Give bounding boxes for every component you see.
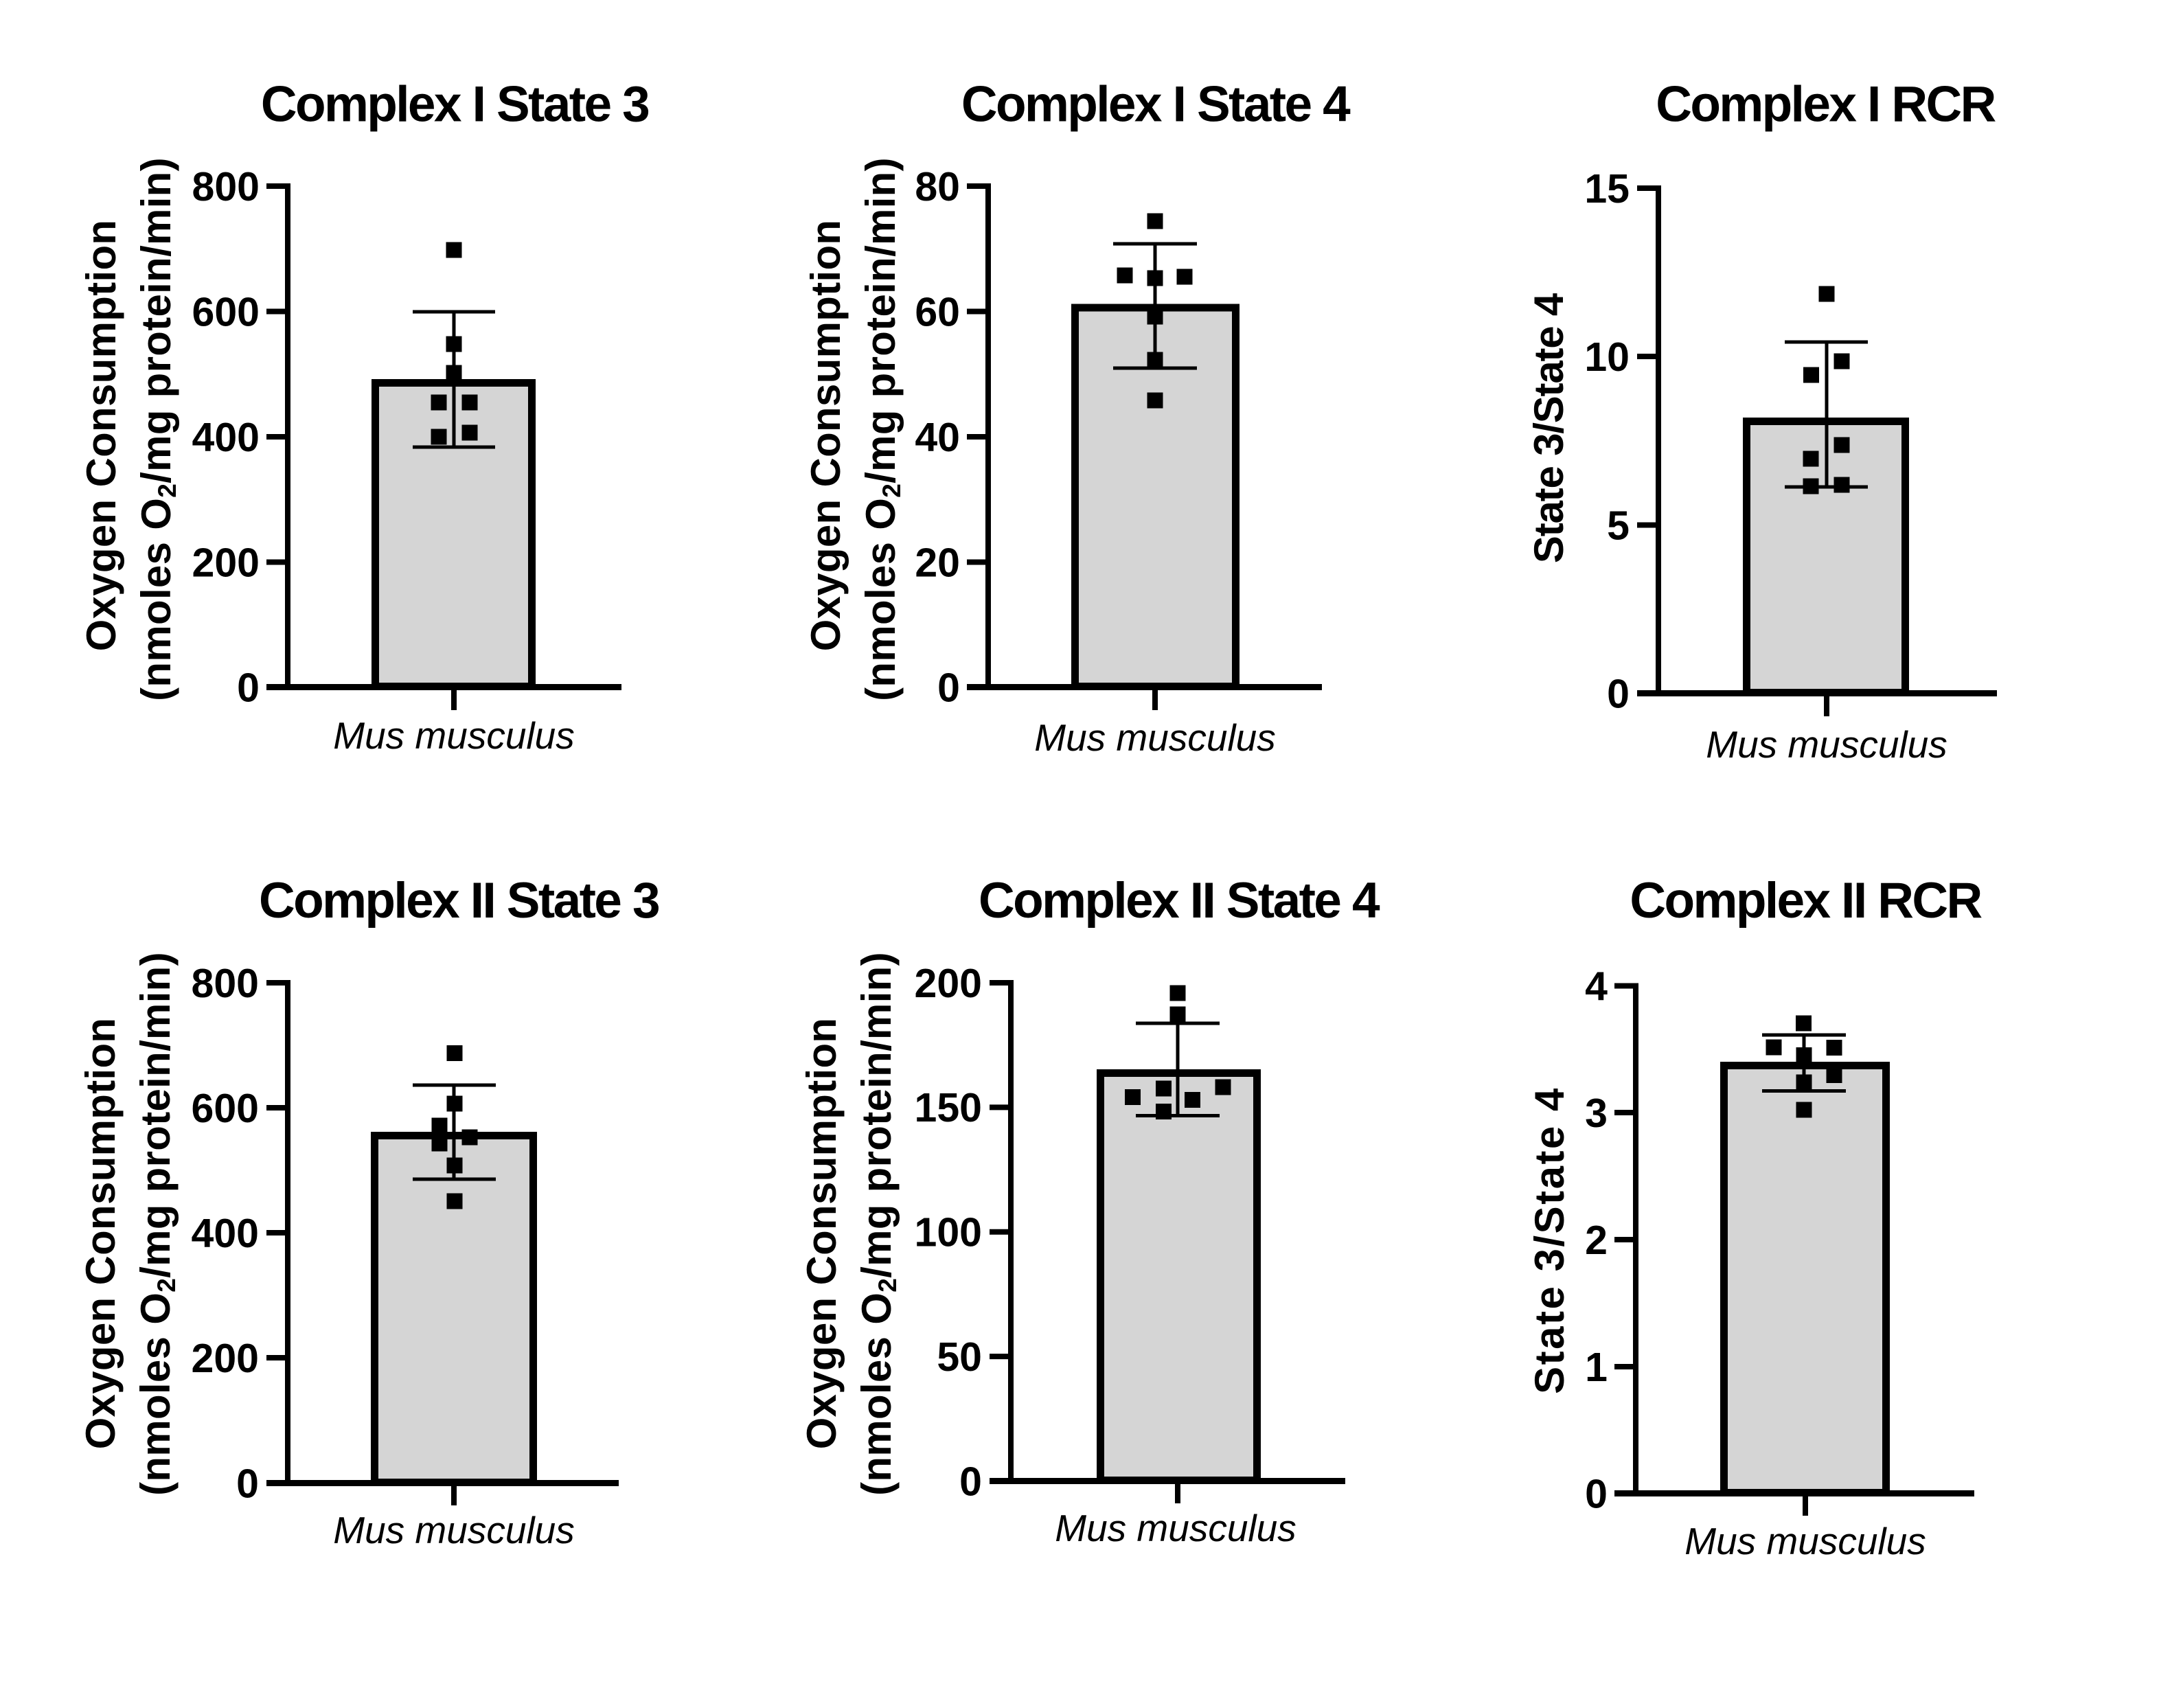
svg-text:Mus musculus: Mus musculus (1706, 723, 1947, 766)
svg-text:0: 0 (937, 665, 960, 710)
svg-text:80: 80 (915, 164, 960, 209)
svg-text:20: 20 (915, 540, 960, 585)
svg-text:(nmoles O2​/mg protein/min): (nmoles O2​/mg protein/min) (133, 157, 181, 701)
svg-text:600: 600 (192, 1086, 259, 1131)
svg-text:0: 0 (959, 1459, 982, 1504)
svg-text:Complex I State 3: Complex I State 3 (261, 77, 648, 133)
svg-text:State 3/State 4: State 3/State 4 (1526, 293, 1572, 563)
svg-text:200: 200 (192, 540, 260, 585)
svg-text:Mus musculus: Mus musculus (1034, 716, 1275, 759)
svg-text:4: 4 (1585, 964, 1608, 1009)
svg-text:800: 800 (192, 961, 259, 1006)
svg-text:50: 50 (937, 1334, 982, 1380)
svg-text:60: 60 (915, 289, 960, 334)
svg-text:800: 800 (192, 164, 260, 209)
svg-text:Complex II State 4: Complex II State 4 (979, 873, 1380, 929)
svg-text:Mus musculus: Mus musculus (333, 714, 574, 757)
svg-text:Mus musculus: Mus musculus (1055, 1507, 1296, 1549)
svg-text:Complex II State 3: Complex II State 3 (259, 873, 659, 929)
svg-text:15: 15 (1584, 166, 1630, 212)
svg-text:400: 400 (192, 415, 260, 460)
svg-text:(nmoles O2​/mg protein/min): (nmoles O2​/mg protein/min) (854, 952, 902, 1496)
svg-text:3: 3 (1585, 1091, 1608, 1136)
svg-text:0: 0 (1607, 671, 1630, 716)
svg-text:0: 0 (236, 1461, 259, 1506)
svg-text:100: 100 (915, 1210, 982, 1255)
svg-text:200: 200 (192, 1336, 259, 1381)
svg-text:(nmoles O2​/mg protein/min): (nmoles O2​/mg protein/min) (858, 157, 906, 701)
svg-text:State 3/State 4: State 3/State 4 (1527, 1086, 1573, 1394)
svg-text:200: 200 (915, 961, 982, 1006)
svg-text:400: 400 (192, 1211, 259, 1256)
svg-text:0: 0 (237, 665, 260, 710)
svg-text:Mus musculus: Mus musculus (333, 1509, 574, 1551)
svg-text:Complex I State 4: Complex I State 4 (961, 77, 1351, 133)
svg-text:0: 0 (1585, 1471, 1608, 1516)
svg-text:Mus musculus: Mus musculus (1684, 1520, 1926, 1562)
svg-text:(nmoles O2​/mg protein/min): (nmoles O2​/mg protein/min) (133, 952, 181, 1496)
svg-text:1: 1 (1585, 1345, 1608, 1390)
svg-text:Oxygen Consumption: Oxygen Consumption (78, 1018, 124, 1450)
svg-text:Complex II RCR: Complex II RCR (1630, 873, 1982, 929)
svg-text:2: 2 (1585, 1218, 1608, 1263)
svg-text:40: 40 (915, 415, 960, 460)
svg-text:Complex I RCR: Complex I RCR (1656, 77, 1996, 133)
svg-text:10: 10 (1584, 334, 1630, 380)
svg-text:5: 5 (1607, 503, 1630, 548)
svg-text:600: 600 (192, 289, 260, 334)
svg-text:150: 150 (915, 1085, 982, 1130)
svg-text:Oxygen Consumption: Oxygen Consumption (803, 220, 849, 652)
svg-text:Oxygen Consumption: Oxygen Consumption (78, 220, 124, 652)
svg-text:Oxygen Consumption: Oxygen Consumption (799, 1018, 845, 1450)
